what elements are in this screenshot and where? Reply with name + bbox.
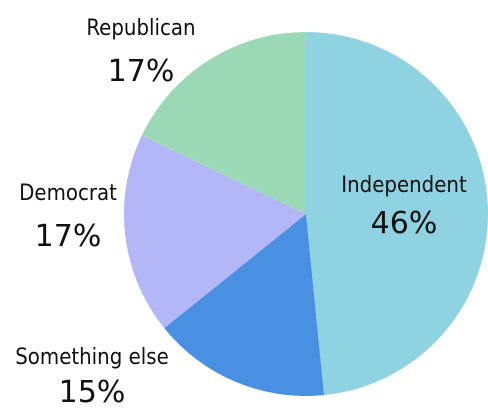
slice-value-republican: 17% — [108, 54, 175, 89]
slice-label-republican: Republican — [86, 16, 195, 41]
pie-slice-independent — [306, 32, 488, 396]
slice-value-democrat: 17% — [35, 219, 102, 254]
slice-label-democrat: Democrat — [19, 181, 117, 206]
slice-value-independent: 46% — [371, 206, 438, 241]
pie-slice-democrat — [123, 135, 307, 329]
slice-label-something-else: Something else — [15, 345, 169, 370]
slice-label-independent: Independent — [341, 173, 467, 198]
pie-slice-something-else — [164, 214, 325, 397]
pie-slices — [123, 32, 488, 397]
pie-slice-republican — [141, 32, 306, 214]
slice-value-something-else: 15% — [59, 375, 126, 408]
